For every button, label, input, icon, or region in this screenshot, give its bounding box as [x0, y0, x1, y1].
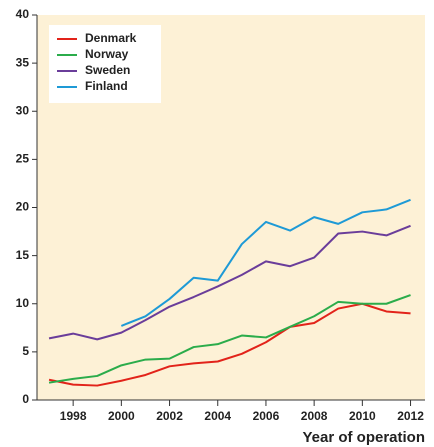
y-tick-label: 15 — [16, 248, 30, 262]
x-tick-label: 2002 — [156, 409, 183, 423]
legend-label: Sweden — [85, 63, 130, 77]
x-tick-label: 2008 — [301, 409, 328, 423]
y-tick-label: 5 — [22, 344, 29, 358]
x-tick-label: 2012 — [397, 409, 424, 423]
y-tick-label: 30 — [16, 103, 30, 117]
y-tick-label: 35 — [16, 55, 30, 69]
x-tick-label: 2006 — [253, 409, 280, 423]
y-tick-label: 40 — [16, 7, 30, 21]
y-tick-label: 20 — [16, 200, 30, 214]
series-line — [48, 302, 411, 387]
y-tick-label: 25 — [16, 152, 30, 166]
y-tick-label: 10 — [16, 296, 30, 310]
x-tick-label: 2004 — [204, 409, 231, 423]
legend-label: Finland — [85, 79, 128, 93]
series-line — [48, 294, 411, 384]
series-line — [48, 224, 411, 341]
legend-label: Denmark — [85, 31, 137, 45]
series-line — [120, 198, 411, 327]
x-axis-label: Year of operation — [302, 429, 425, 446]
legend-label: Norway — [85, 47, 129, 61]
x-tick-label: 2000 — [108, 409, 135, 423]
x-tick-label: 2010 — [349, 409, 376, 423]
y-tick-label: 0 — [22, 392, 29, 406]
x-tick-label: 1998 — [60, 409, 87, 423]
